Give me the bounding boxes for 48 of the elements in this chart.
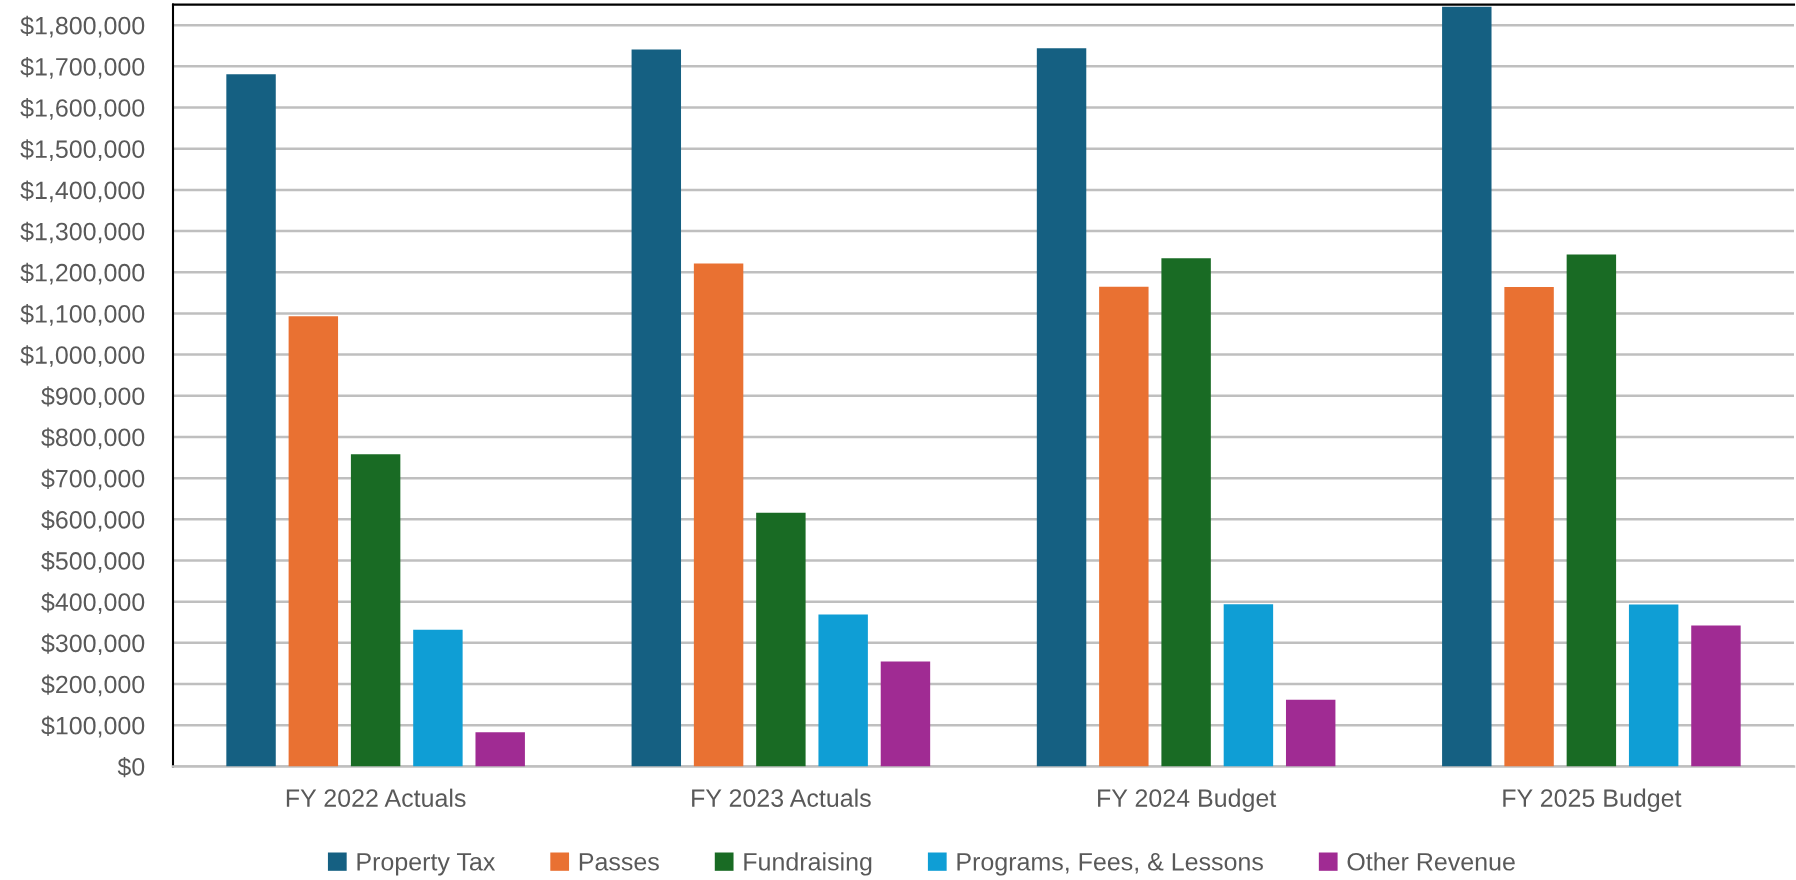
bar xyxy=(1161,258,1211,767)
legend-label: Programs, Fees, & Lessons xyxy=(957,853,1263,876)
y-tick-label: $1,600,000 xyxy=(20,98,145,120)
y-tick-label: $1,000,000 xyxy=(20,345,145,367)
y-tick-label: $600,000 xyxy=(41,509,145,532)
bar xyxy=(631,49,682,767)
bar xyxy=(413,629,463,767)
bar xyxy=(1036,48,1087,767)
y-tick-label: $200,000 xyxy=(41,674,145,697)
y-tick-label: $400,000 xyxy=(41,592,145,614)
legend-label: Fundraising xyxy=(744,852,872,876)
x-tick-label: FY 2024 Budget xyxy=(1098,788,1277,812)
bar xyxy=(1223,604,1274,767)
y-tick-label: $700,000 xyxy=(41,468,145,491)
bar xyxy=(350,454,401,767)
y-tick-label: $1,700,000 xyxy=(20,56,145,79)
y-tick-label: $100,000 xyxy=(41,715,145,738)
legend-label: Other Revenue xyxy=(1347,852,1515,871)
y-tick-label: $300,000 xyxy=(41,633,145,656)
bar xyxy=(1442,6,1492,767)
y-tick-label: $0 xyxy=(117,756,145,778)
legend-label: Property Tax xyxy=(357,853,496,876)
bar xyxy=(1566,254,1617,767)
y-tick-label: $500,000 xyxy=(41,551,145,573)
legend-label: Passes xyxy=(579,853,659,871)
bar xyxy=(818,614,868,767)
bar xyxy=(756,512,806,767)
x-tick-label: FY 2023 Actuals xyxy=(692,788,871,807)
bar xyxy=(475,732,525,767)
y-tick-label: $1,800,000 xyxy=(20,15,145,38)
y-tick-label: $800,000 xyxy=(41,427,145,450)
y-tick-label: $1,200,000 xyxy=(20,262,145,285)
bar xyxy=(1628,604,1679,767)
x-tick-label: FY 2025 Budget xyxy=(1503,788,1682,812)
bar xyxy=(693,263,744,767)
y-tick-label: $900,000 xyxy=(41,386,145,409)
bar xyxy=(1099,286,1149,767)
y-tick-label: $1,400,000 xyxy=(20,180,145,203)
bar xyxy=(1504,287,1554,767)
bar xyxy=(288,316,339,767)
bar xyxy=(226,74,276,767)
bar xyxy=(1691,625,1741,767)
y-tick-label: $1,500,000 xyxy=(20,139,145,161)
x-tick-label: FY 2022 Actuals xyxy=(286,788,466,807)
bar xyxy=(880,661,931,767)
bar xyxy=(1285,699,1336,767)
y-tick-label: $1,300,000 xyxy=(20,221,145,244)
y-tick-label: $1,100,000 xyxy=(20,303,145,326)
